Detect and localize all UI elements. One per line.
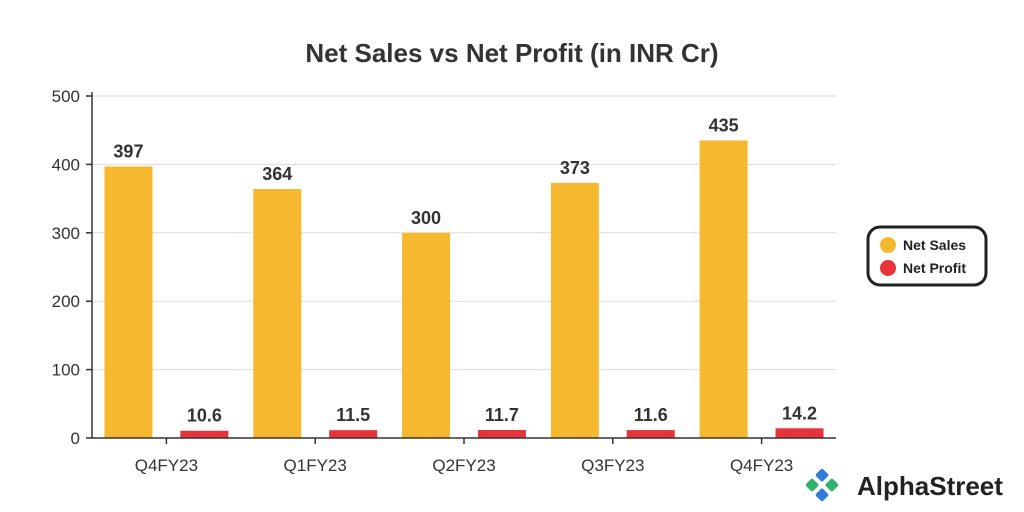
alphastreet-logo: AlphaStreet — [805, 468, 1003, 502]
alphastreet-logo-icon — [805, 468, 839, 502]
x-category-label: Q2FY23 — [432, 456, 495, 475]
bar-net-sales — [104, 166, 153, 438]
bar-net-profit — [775, 428, 824, 438]
data-label-net-profit: 10.6 — [187, 406, 222, 426]
bar-net-profit — [477, 429, 526, 438]
y-tick-label: 200 — [52, 292, 80, 311]
legend-label-net-sales: Net Sales — [903, 237, 966, 253]
legend-swatch-net-sales — [880, 237, 896, 253]
chart-title: Net Sales vs Net Profit (in INR Cr) — [305, 38, 718, 68]
x-category-label: Q4FY23 — [135, 456, 198, 475]
bar-net-sales — [253, 189, 302, 438]
y-tick-label: 100 — [52, 361, 80, 380]
x-category-label: Q3FY23 — [581, 456, 644, 475]
bar-net-sales — [402, 232, 451, 438]
legend-swatch-net-profit — [880, 260, 896, 276]
y-axis-ticks: 0 100 200 300 400 500 — [52, 87, 92, 448]
data-label-net-profit: 14.2 — [782, 403, 817, 423]
bars — [104, 140, 824, 438]
data-label-net-sales: 373 — [560, 158, 590, 178]
x-axis-categories: Q4FY23 Q1FY23 Q2FY23 Q3FY23 Q4FY23 — [135, 438, 793, 475]
data-label-net-profit: 11.7 — [485, 405, 519, 425]
legend-box — [866, 225, 988, 287]
y-tick-label: 300 — [52, 224, 80, 243]
legend: Net Sales Net Profit — [866, 225, 988, 287]
bar-net-profit — [626, 430, 675, 438]
data-label-net-profit: 11.6 — [634, 405, 668, 425]
data-label-net-sales: 397 — [113, 141, 143, 161]
bar-net-profit — [180, 430, 229, 438]
y-tick-label: 400 — [52, 155, 80, 174]
data-label-net-sales: 435 — [709, 115, 739, 135]
bar-net-sales — [550, 182, 599, 438]
y-tick-label: 0 — [71, 429, 80, 448]
x-category-label: Q1FY23 — [284, 456, 347, 475]
y-tick-label: 500 — [52, 87, 80, 106]
data-label-net-sales: 364 — [262, 164, 292, 184]
legend-label-net-profit: Net Profit — [903, 260, 966, 276]
alphastreet-logo-text: AlphaStreet — [857, 471, 1003, 501]
bar-net-profit — [329, 430, 378, 438]
x-category-label: Q4FY23 — [730, 456, 793, 475]
data-label-net-profit: 11.5 — [336, 405, 370, 425]
bar-net-sales — [699, 140, 748, 438]
data-labels: 397 10.6 364 11.5 300 11.7 373 11.6 435 14.2 — [113, 115, 817, 425]
data-label-net-sales: 300 — [411, 208, 441, 228]
